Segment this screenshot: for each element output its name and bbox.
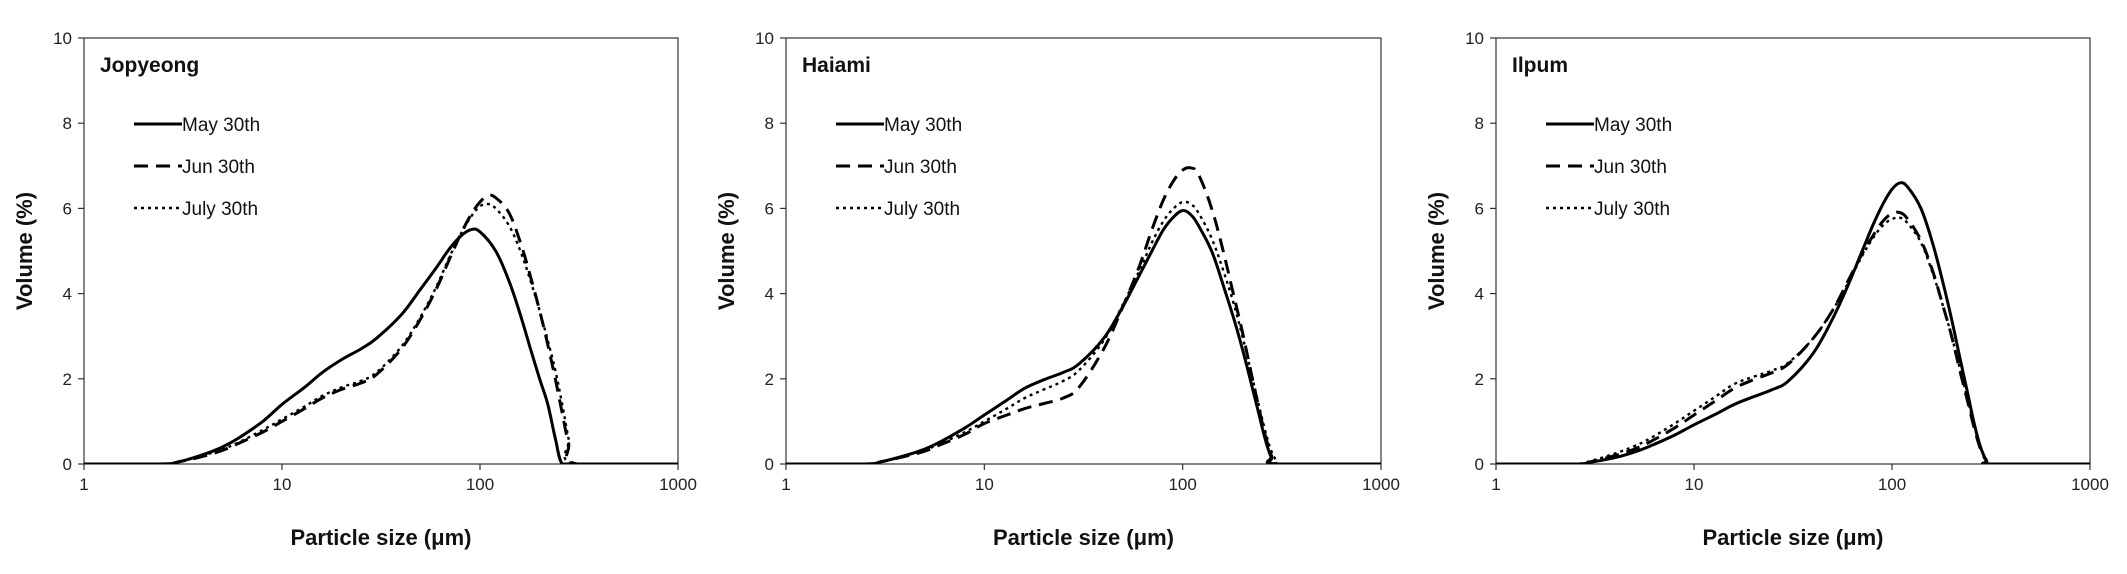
plot-frame <box>1495 37 2091 465</box>
legend-label: May 30th <box>884 115 962 136</box>
plot-frame <box>785 37 1382 465</box>
y-tick-label: 6 <box>1475 199 1484 218</box>
panel-title: Ilpum <box>1512 54 1568 77</box>
x-tick-label: 1 <box>781 475 790 494</box>
y-tick-label: 0 <box>765 455 774 474</box>
x-tick-label: 10 <box>273 475 292 494</box>
y-tick-label: 4 <box>765 285 774 304</box>
x-tick-label: 10 <box>1685 475 1704 494</box>
legend-label: Jun 30th <box>1594 157 1667 178</box>
x-tick-label: 10 <box>975 475 994 494</box>
series-line-july-30th <box>786 200 1381 464</box>
series-line-may-30th <box>84 227 678 464</box>
legend-label: Jun 30th <box>182 157 255 178</box>
chart-panel-3: 0 2 4 6 8 10 1 10 100 1000 Particle size (μm) Volum… <box>1424 29 2109 550</box>
legend-label: May 30th <box>1594 115 1672 136</box>
panel-title: Jopyeong <box>100 54 199 77</box>
series-line-may-30th <box>1496 181 2090 464</box>
y-tick-label: 0 <box>63 455 72 474</box>
x-tick-label: 1000 <box>1362 475 1400 494</box>
x-axis-title: Particle size (μm) <box>1703 525 1884 550</box>
legend-label: July 30th <box>1594 199 1670 220</box>
y-tick-label: 4 <box>1475 285 1484 304</box>
y-tick-label: 8 <box>765 114 774 133</box>
y-tick-label: 2 <box>1475 370 1484 389</box>
y-tick-label: 8 <box>1475 114 1484 133</box>
y-tick-label: 2 <box>63 370 72 389</box>
legend-label: July 30th <box>182 199 258 220</box>
y-tick-label: 10 <box>53 29 72 48</box>
x-tick-label: 1 <box>79 475 88 494</box>
series-line-july-30th <box>1496 216 2090 464</box>
series-line-jun-30th <box>84 193 678 464</box>
series-line-may-30th <box>786 208 1381 464</box>
y-tick-label: 0 <box>1475 455 1484 474</box>
y-tick-label: 6 <box>765 199 774 218</box>
legend-label: May 30th <box>182 115 260 136</box>
legend-label: July 30th <box>884 199 960 220</box>
x-tick-label: 1000 <box>2071 475 2109 494</box>
x-axis-title: Particle size (μm) <box>993 525 1174 550</box>
x-tick-label: 100 <box>466 475 494 494</box>
x-tick-label: 1000 <box>659 475 697 494</box>
plot-frame <box>83 37 679 465</box>
y-tick-label: 10 <box>755 29 774 48</box>
y-axis-title: Volume (%) <box>12 192 37 310</box>
y-axis-title: Volume (%) <box>1424 192 1449 310</box>
x-tick-label: 1 <box>1491 475 1500 494</box>
y-axis-title: Volume (%) <box>714 192 739 310</box>
chart-panel-1: 0 2 4 6 8 10 1 10 100 1000 Particle size (μm) Volum… <box>12 29 697 550</box>
y-tick-label: 10 <box>1465 29 1484 48</box>
chart-panel-2: 0 2 4 6 8 10 1 10 100 1000 Particle size (μm) Volum… <box>714 29 1400 550</box>
x-tick-label: 100 <box>1878 475 1906 494</box>
x-axis-title: Particle size (μm) <box>291 525 472 550</box>
y-tick-label: 4 <box>63 285 72 304</box>
legend-label: Jun 30th <box>884 157 957 178</box>
series-line-jun-30th <box>786 166 1381 464</box>
y-tick-label: 2 <box>765 370 774 389</box>
y-tick-label: 8 <box>63 114 72 133</box>
panel-title: Haiami <box>802 54 871 77</box>
y-tick-label: 6 <box>63 199 72 218</box>
series-line-jun-30th <box>1496 210 2090 464</box>
x-tick-label: 100 <box>1168 475 1196 494</box>
